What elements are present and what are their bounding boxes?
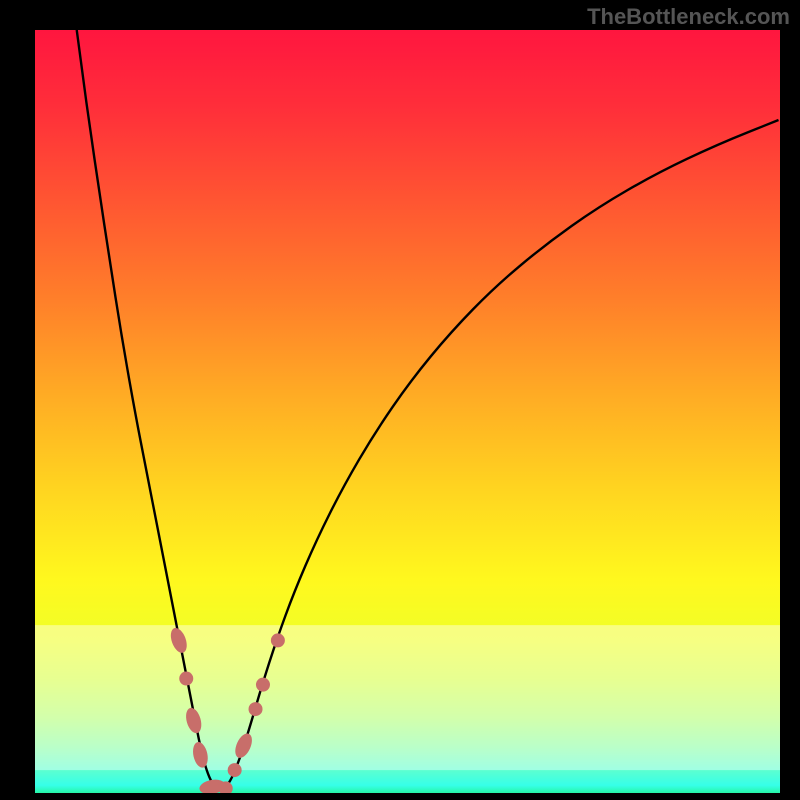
data-marker xyxy=(179,672,193,686)
data-marker xyxy=(228,763,242,777)
plot-area xyxy=(35,30,780,793)
highlight-band xyxy=(35,625,780,770)
data-marker xyxy=(249,702,263,716)
data-marker xyxy=(271,633,285,647)
chart-container: TheBottleneck.com xyxy=(0,0,800,800)
bottleneck-chart xyxy=(35,30,780,793)
watermark-text: TheBottleneck.com xyxy=(587,4,790,30)
data-marker xyxy=(256,678,270,692)
